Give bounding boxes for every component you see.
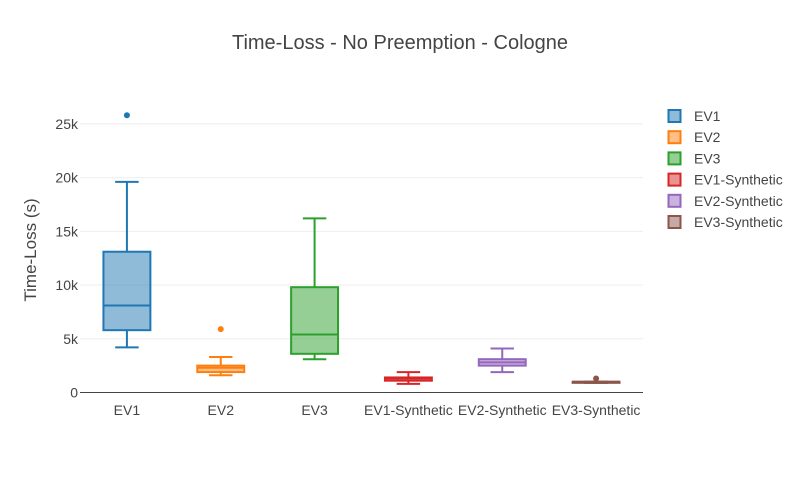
box-iqr [290, 286, 340, 355]
legend-swatch [667, 109, 682, 123]
legend-item-ev2-synthetic[interactable]: EV2-Synthetic [667, 193, 783, 209]
legend-label: EV1-Synthetic [694, 172, 783, 188]
box-series [102, 112, 621, 385]
x-tick-label: EV2-Synthetic [458, 402, 547, 418]
legend-item-ev3-synthetic[interactable]: EV3-Synthetic [667, 214, 783, 230]
box-ev1-synthetic[interactable] [383, 371, 433, 385]
legend[interactable]: EV1 EV2 EV3 EV1-Synthetic EV2-Synthetic EV3-S… [667, 108, 783, 230]
grid-lines [80, 123, 643, 340]
y-tick-labels: 0 5k 10k 15k 20k 25k [55, 116, 79, 401]
box-ev2-synthetic[interactable] [477, 347, 527, 374]
y-tick-label: 15k [55, 223, 79, 239]
legend-swatch [667, 215, 682, 229]
box-ev3-synthetic[interactable] [571, 375, 621, 384]
y-axis-title: Time-Loss (s) [21, 198, 40, 301]
legend-swatch [667, 193, 682, 208]
chart-title: Time-Loss - No Preemption - Cologne [232, 32, 568, 54]
legend-item-ev3[interactable]: EV3 [667, 150, 721, 166]
y-tick-label: 20k [55, 170, 79, 186]
legend-swatch [667, 130, 682, 145]
y-tick-label: 25k [55, 116, 79, 132]
box-ev1[interactable] [102, 112, 152, 349]
y-tick-label: 10k [55, 277, 79, 293]
legend-label: EV1 [694, 108, 721, 124]
legend-label: EV3 [694, 150, 721, 166]
box-ev2[interactable] [196, 326, 246, 377]
outlier-point [217, 326, 224, 333]
x-tick-labels: EV1 EV2 EV3 EV1-Synthetic EV2-Synthetic EV3-S… [114, 402, 641, 418]
x-tick-label: EV1 [114, 402, 141, 418]
y-tick-label: 5k [63, 331, 79, 347]
legend-label: EV2 [694, 129, 721, 145]
box-iqr [196, 364, 246, 374]
outlier-point [123, 112, 130, 119]
legend-swatch [667, 172, 682, 187]
x-tick-label: EV3 [301, 402, 328, 418]
legend-swatch [667, 151, 682, 166]
legend-item-ev1-synthetic[interactable]: EV1-Synthetic [667, 172, 783, 188]
legend-label: EV2-Synthetic [694, 193, 783, 209]
x-tick-label: EV1-Synthetic [364, 402, 453, 418]
x-tick-label: EV3-Synthetic [552, 402, 641, 418]
legend-item-ev1[interactable]: EV1 [667, 108, 721, 124]
box-iqr [102, 250, 152, 332]
legend-label: EV3-Synthetic [694, 214, 783, 230]
x-tick-label: EV2 [208, 402, 235, 418]
outlier-point [593, 375, 600, 382]
legend-item-ev2[interactable]: EV2 [667, 129, 721, 145]
y-tick-label: 0 [70, 385, 78, 401]
box-ev3[interactable] [290, 217, 340, 361]
